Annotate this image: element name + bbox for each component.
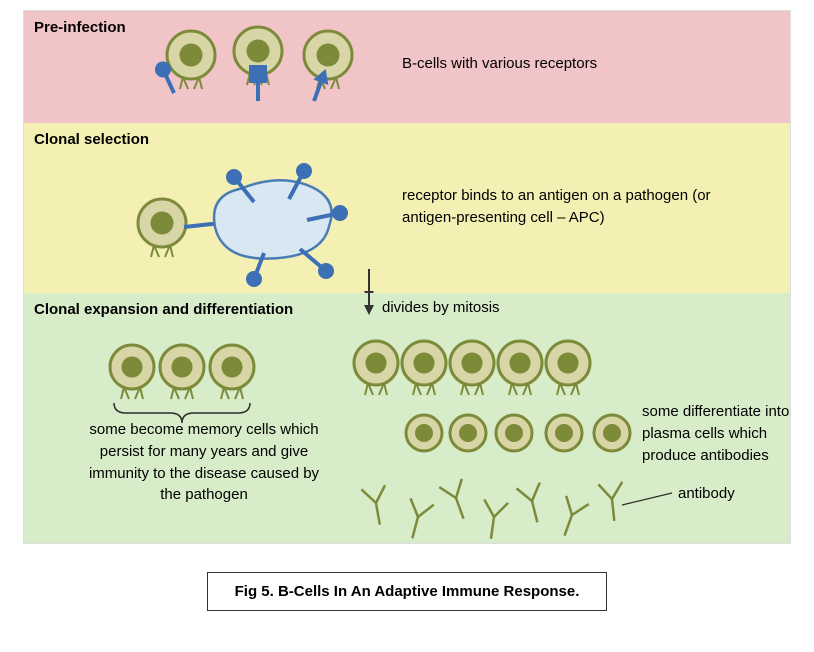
panel-clonal-expansion: Clonal expansion and differentiation div… — [24, 293, 790, 543]
figure-caption: Fig 5. B-Cells In An Adaptive Immune Res… — [207, 572, 607, 611]
memory-cells-text: some become memory cells which persist f… — [84, 419, 324, 506]
diagram-container: Pre-infection B-cells with various recep… — [23, 10, 791, 544]
panel-clonal-desc: receptor binds to an antigen on a pathog… — [402, 185, 762, 229]
panel-pre-infection: Pre-infection B-cells with various recep… — [24, 11, 790, 123]
plasma-cells-text: some differentiate into plasma cells whi… — [642, 401, 792, 466]
mitosis-label: divides by mitosis — [382, 299, 500, 316]
panel-clonal-selection: Clonal selection receptor binds to an an… — [24, 123, 790, 293]
panel-pre-desc: B-cells with various receptors — [402, 55, 597, 72]
antibody-label: antibody — [678, 485, 735, 502]
